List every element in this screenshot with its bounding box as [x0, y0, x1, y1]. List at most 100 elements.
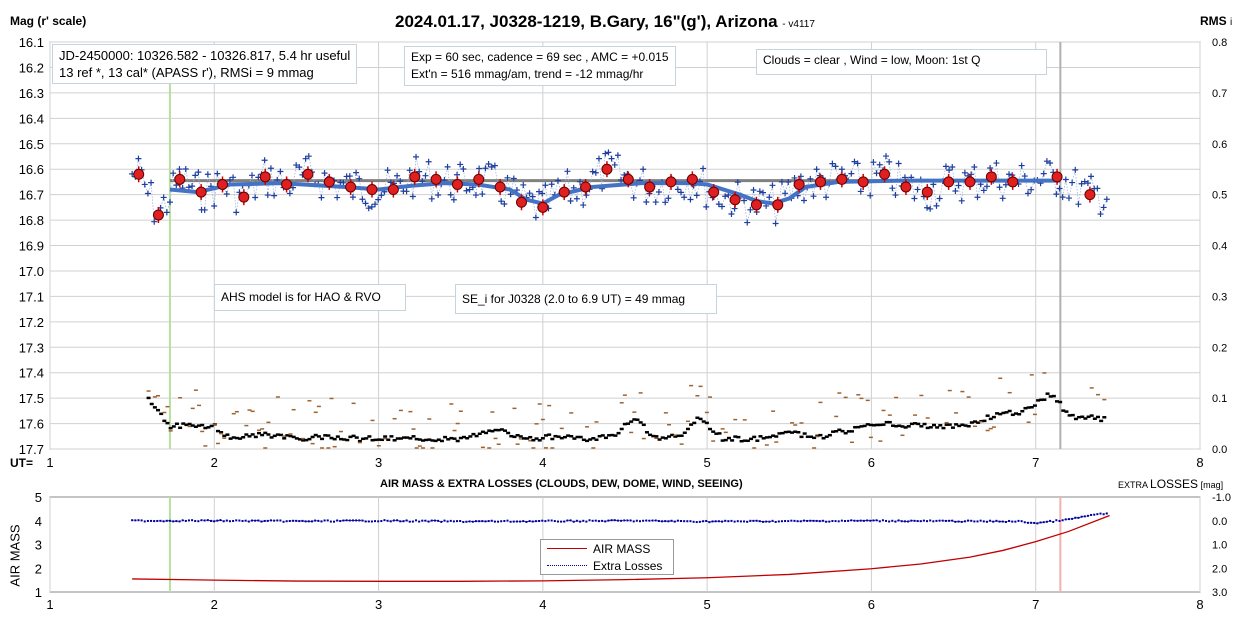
raw-data-point [406, 167, 413, 174]
extra-losses-point [670, 519, 673, 522]
raw-data-point [353, 169, 360, 176]
legend-extra-label: Extra Losses [593, 558, 663, 573]
airmass-swatch [547, 548, 587, 549]
raw-data-point [652, 199, 659, 206]
version-label: - v4117 [782, 19, 815, 30]
raw-data-point [435, 192, 442, 199]
extra-losses-point [821, 519, 824, 522]
extra-losses-point [973, 520, 976, 523]
extra-losses-point [244, 519, 247, 522]
raw-data-point [141, 181, 148, 188]
raw-data-point [848, 170, 855, 177]
extra-losses-point [926, 520, 929, 523]
extra-losses-point [137, 519, 140, 522]
raw-data-point [851, 158, 858, 165]
raw-data-point [296, 164, 303, 171]
extra-losses-point [1090, 513, 1093, 516]
raw-data-point [204, 171, 211, 178]
extra-losses-point [150, 519, 153, 522]
extra-losses-point [787, 520, 790, 523]
extra-losses-line [132, 513, 1107, 524]
raw-data-point [1043, 158, 1050, 165]
extra-losses-point [610, 519, 613, 522]
extra-losses-point [430, 519, 433, 522]
raw-data-point [1002, 181, 1009, 188]
binned-data-point [900, 181, 912, 193]
upper-x-tick-label: 8 [1196, 455, 1203, 470]
raw-data-point [233, 209, 240, 216]
extra-losses-point [187, 519, 190, 522]
raw-data-point [542, 182, 549, 189]
extra-losses-point [635, 519, 638, 522]
extra-losses-point [181, 519, 184, 522]
binned-data-point [964, 176, 976, 188]
extra-losses-point [465, 520, 468, 523]
extra-losses-point [503, 519, 506, 522]
extra-losses-point [793, 519, 796, 522]
extra-losses-point [418, 520, 421, 523]
extra-losses-point [1017, 519, 1020, 522]
extra-losses-point [929, 519, 932, 522]
raw-data-point [1040, 170, 1047, 177]
raw-data-point [589, 168, 596, 175]
raw-data-point [1069, 179, 1076, 186]
extra-losses-point [449, 519, 452, 522]
raw-data-point [662, 199, 669, 206]
extra-losses-point [809, 519, 812, 522]
raw-data-point [602, 150, 609, 157]
raw-data-point [630, 194, 637, 201]
lower-y2-tick-label: 1.0 [1212, 540, 1227, 552]
upper-y2-tick-label: 0.7 [1212, 88, 1227, 100]
lower-y-tick-label: 1 [35, 585, 42, 600]
jd-line-1: JD-2450000: 10326.582 - 10326.817, 5.4 h… [59, 48, 351, 63]
extra-losses-point [749, 519, 752, 522]
extra-losses-point [339, 520, 342, 523]
extra-losses-point [638, 520, 641, 523]
extra-losses-point [358, 519, 361, 522]
extra-losses-point [616, 519, 619, 522]
extra-losses-point [326, 519, 329, 522]
binned-data-point [345, 181, 357, 193]
extra-losses-point [897, 519, 900, 522]
extra-losses-point [238, 519, 241, 522]
raw-data-point [857, 188, 864, 195]
extra-losses-point [213, 520, 216, 523]
extra-losses-point [604, 520, 607, 523]
extra-losses-point [301, 519, 304, 522]
extra-losses-point [916, 520, 919, 523]
raw-data-point [346, 173, 353, 180]
extra-losses-point [345, 519, 348, 522]
extra-losses-point [515, 520, 518, 523]
extra-losses-point [642, 519, 645, 522]
extra-losses-point [1083, 515, 1086, 518]
raw-data-point [999, 195, 1006, 202]
raw-data-point [488, 163, 495, 170]
raw-data-point [403, 188, 410, 195]
extra-losses-point [711, 520, 714, 523]
extra-losses-point [153, 520, 156, 523]
extra-losses-point [648, 519, 651, 522]
raw-data-point [715, 201, 722, 208]
extra-losses-point [752, 519, 755, 522]
extra-losses-point [872, 519, 875, 522]
extra-losses-point [1074, 516, 1077, 519]
extra-losses-label: EXTRA LOSSES [mag] [1118, 477, 1223, 491]
extra-losses-point [251, 519, 254, 522]
raw-data-point [491, 162, 498, 169]
extra-losses-point [739, 520, 742, 523]
raw-data-point [211, 202, 218, 209]
lower-x-tick-label: 4 [539, 597, 546, 612]
upper-y2-tick-label: 0.0 [1212, 444, 1227, 456]
raw-data-point [340, 179, 347, 186]
upper-x-tick-label: 3 [375, 455, 382, 470]
binned-data-point [708, 186, 720, 198]
extra-losses-point [254, 519, 257, 522]
extra-losses-point [1011, 520, 1014, 523]
upper-y2-tick-label: 0.2 [1212, 342, 1227, 354]
extra-losses-point [178, 520, 181, 523]
raw-data-point [952, 188, 959, 195]
extra-losses-point [850, 519, 853, 522]
extra-losses-point [481, 520, 484, 523]
raw-data-point [375, 196, 382, 203]
unit-label: [mag] [1200, 480, 1224, 490]
